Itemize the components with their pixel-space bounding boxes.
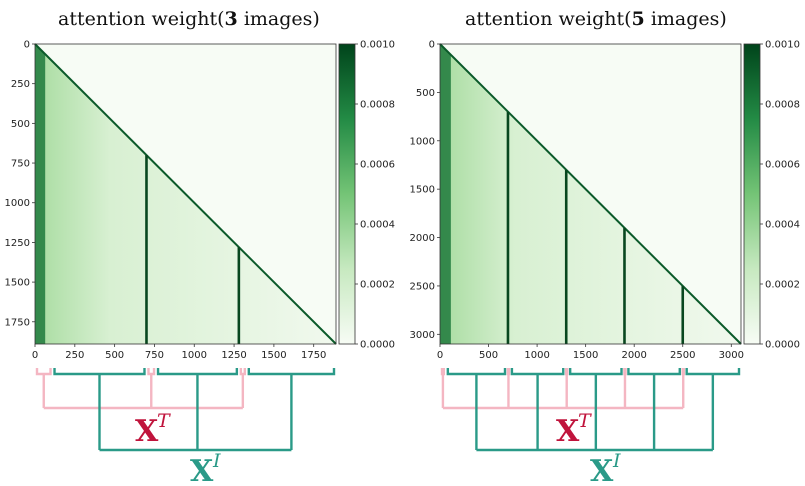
right-colorbar-tick-label: 0.0002 <box>765 280 800 291</box>
right-image-bracket-segment-bracket <box>446 368 507 376</box>
right-x-tick-label: 3000 <box>719 350 744 361</box>
right-colorbar-tick-label: 0.0004 <box>765 220 800 231</box>
left-x-tick-label: 1250 <box>221 350 246 361</box>
right-colorbar-tick-label: 0.0000 <box>765 340 800 351</box>
right-y-tick-label: 2500 <box>410 281 435 292</box>
right-title-prefix: attention weight( <box>465 8 632 30</box>
right-x-tick-label: 1500 <box>573 350 598 361</box>
left-colorbar-tick-label: 0.0004 <box>360 220 395 231</box>
left-x-tick-label: 1750 <box>301 350 326 361</box>
left-y-tick-label: 250 <box>11 79 30 90</box>
right-y-tick-label: 3000 <box>410 330 435 341</box>
left-title-suffix: images) <box>237 8 320 30</box>
left-text-bracket-segment-bracket <box>239 368 247 376</box>
right-sink-band <box>440 44 451 344</box>
left-x-tick-label: 1500 <box>261 350 286 361</box>
left-x-tick-label: 250 <box>65 350 84 361</box>
left-diagonal <box>34 43 337 345</box>
left-text-bracket-segment-bracket <box>147 368 156 376</box>
left-colorbar-tick-label: 0.0010 <box>360 40 395 51</box>
left-colorbar-tick-label: 0.0002 <box>360 280 395 291</box>
left-y-tick-label: 1500 <box>5 278 30 289</box>
left-image-bracket-segment-bracket <box>156 368 239 376</box>
left-x-tick-label: 1000 <box>182 350 207 361</box>
xi-label: X <box>190 454 214 486</box>
left-title-prefix: attention weight( <box>58 8 225 30</box>
left-colorbar-tick-label: 0.0006 <box>360 160 395 171</box>
left-sink-band <box>35 44 46 344</box>
right-y-tick-label: 500 <box>416 88 435 99</box>
left-y-tick-label: 1750 <box>5 317 30 328</box>
xi-label-sup: I <box>212 450 221 472</box>
right-colorbar-tick-label: 0.0008 <box>765 100 800 111</box>
right-y-tick-label: 2000 <box>410 233 435 244</box>
xt-label-right: X <box>556 414 580 449</box>
right-x-tick-label: 1000 <box>524 350 549 361</box>
right-text-bracket-segment-bracket <box>564 368 569 376</box>
right-y-tick-label: 0 <box>429 40 435 51</box>
right-text-bracket-segment-bracket <box>506 368 511 376</box>
left-image-bracket-segment-bracket <box>247 368 336 376</box>
right-y-tick-label: 1500 <box>410 185 435 196</box>
left-colorbar-tick-label: 0.0000 <box>360 340 395 351</box>
left-colorbar <box>338 43 356 345</box>
right-text-bracket-segment-bracket <box>440 368 446 376</box>
right-title-count: 5 <box>631 8 645 30</box>
left-y-tick-label: 750 <box>11 159 30 170</box>
right-image-bracket-segment-bracket <box>627 368 681 376</box>
right-x-tick-label: 2000 <box>621 350 646 361</box>
right-y-tick-label: 1000 <box>410 136 435 147</box>
right-text-bracket-segment-bracket <box>623 368 627 376</box>
right-chart-title: attention weight(5 images) <box>465 8 727 30</box>
xt-label-sup: T <box>157 410 171 432</box>
xt-label-right-sup: T <box>578 410 592 432</box>
right-diagonal <box>439 43 742 345</box>
left-x-tick-label: 0 <box>32 350 38 361</box>
right-image-bracket-segment-bracket <box>510 368 565 376</box>
left-y-tick-label: 1250 <box>5 238 30 249</box>
left-text-bracket-segment-bracket <box>35 368 52 376</box>
left-colorbar-tick-label: 0.0008 <box>360 100 395 111</box>
right-colorbar-tick-label: 0.0006 <box>765 160 800 171</box>
right-image-bracket-segment-bracket <box>568 368 623 376</box>
xi-label-right: X <box>590 454 614 486</box>
left-x-tick-label: 750 <box>145 350 164 361</box>
left-chart-title: attention weight(3 images) <box>58 8 320 30</box>
left-y-tick-label: 500 <box>11 119 30 130</box>
right-x-tick-label: 2500 <box>670 350 695 361</box>
left-image-bracket-segment-bracket <box>53 368 146 376</box>
right-colorbar <box>743 43 761 345</box>
right-image-bracket-segment-bracket <box>685 368 741 376</box>
right-x-tick-label: 500 <box>479 350 498 361</box>
right-x-tick-label: 0 <box>437 350 443 361</box>
right-heatmap-frame <box>439 43 742 345</box>
left-heatmap-frame <box>34 43 337 345</box>
left-x-tick-label: 500 <box>105 350 124 361</box>
xt-label: X <box>135 414 159 449</box>
left-y-tick-label: 1000 <box>5 198 30 209</box>
left-y-tick-label: 0 <box>24 40 30 51</box>
right-colorbar-tick-label: 0.0010 <box>765 40 800 51</box>
left-title-count: 3 <box>224 8 238 30</box>
right-text-bracket-segment-bracket <box>681 368 685 376</box>
xi-label-right-sup: I <box>612 450 621 472</box>
right-title-suffix: images) <box>644 8 727 30</box>
